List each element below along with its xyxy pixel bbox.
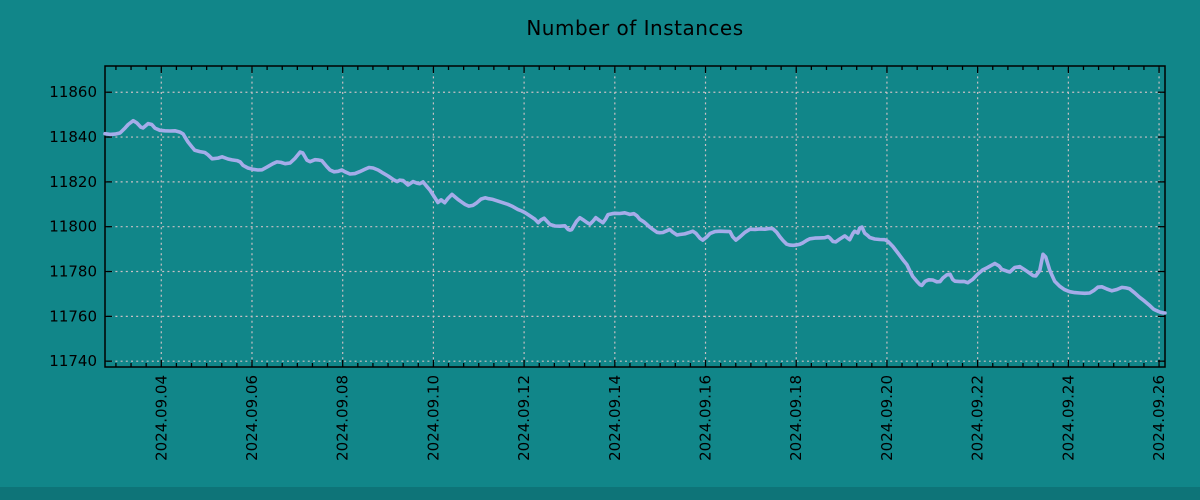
x-tick-label: 2024.09.08 bbox=[334, 375, 352, 461]
series-line bbox=[103, 118, 1167, 315]
x-tick-label: 2024.09.24 bbox=[1059, 375, 1077, 461]
x-tick-label: 2024.09.16 bbox=[697, 375, 715, 461]
x-tick-label: 2024.09.18 bbox=[787, 375, 805, 461]
x-tick-label: 2024.09.10 bbox=[424, 375, 442, 461]
bottom-edge-strip bbox=[0, 487, 1200, 500]
x-tick-label: 2024.09.22 bbox=[969, 375, 987, 461]
y-tick-label: 11820 bbox=[49, 173, 97, 191]
y-tick-label: 11860 bbox=[49, 83, 97, 101]
y-tick-label: 11760 bbox=[49, 307, 97, 325]
y-tick-label: 11740 bbox=[49, 352, 97, 370]
y-tick-label: 11800 bbox=[49, 218, 97, 236]
x-tick-label: 2024.09.14 bbox=[606, 375, 624, 461]
chart-title: Number of Instances bbox=[526, 16, 744, 40]
x-tick-label: 2024.09.04 bbox=[152, 375, 170, 461]
x-tick-label: 2024.09.06 bbox=[243, 375, 261, 461]
x-tick-label: 2024.09.26 bbox=[1150, 375, 1168, 461]
plot-border bbox=[104, 65, 1166, 368]
y-tick-label: 11840 bbox=[49, 128, 97, 146]
x-tick-label: 2024.09.20 bbox=[878, 375, 896, 461]
y-tick-label: 11780 bbox=[49, 263, 97, 281]
x-tick-label: 2024.09.12 bbox=[515, 375, 533, 461]
